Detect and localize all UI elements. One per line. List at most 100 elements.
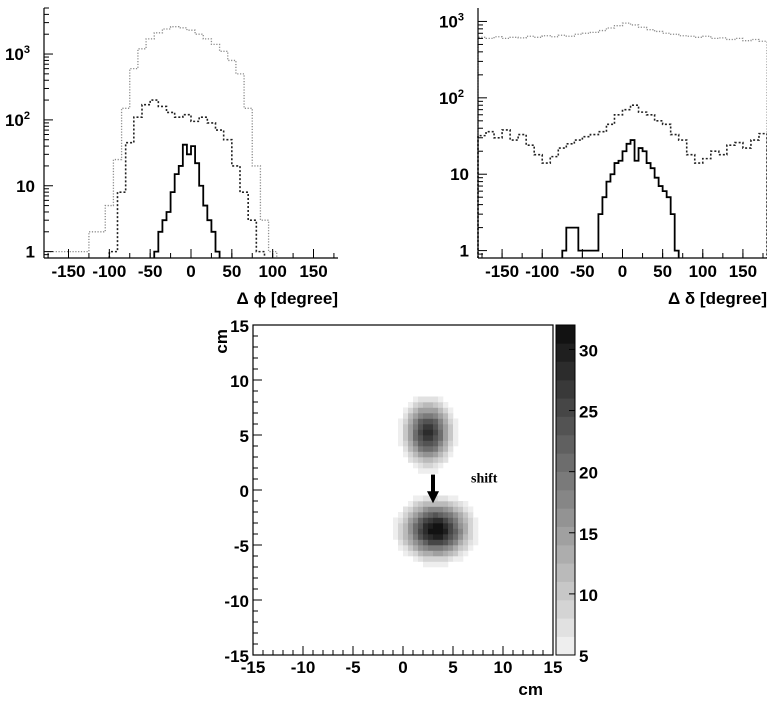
heat-cell [468,528,474,535]
heat-cell [448,440,454,447]
heat-cell [433,429,439,436]
heat-cell [413,462,419,469]
heat-cell [408,528,414,535]
heat-cell [458,534,464,540]
heat-cell [468,523,474,529]
shift-annotation: shift [471,471,498,486]
delta-y-tick-label: 102 [439,88,464,108]
heat-cell [413,424,419,430]
heat-cell [403,440,409,447]
heat-cell [438,424,444,430]
heat-cell [403,446,409,452]
heat-cell [413,528,419,535]
heat-cell [428,462,434,469]
delta-x-tick-label: -150 [485,262,519,281]
heat-cell [473,534,479,540]
heat-cell [443,424,449,430]
position-heatmap-panel: -15 -10 -5 0 5 10 15-15-10-5051015cmcm51015202… [212,317,598,699]
heat-cell [438,501,444,507]
heat-cell [433,402,439,408]
heat-cell [403,528,409,535]
delta-x-tick-label: 50 [653,262,672,281]
heat-cell [448,424,454,430]
heat-cell [418,457,424,463]
heat-cell [463,501,469,507]
colorbar-tick-label: 25 [579,403,598,422]
colorbar-band [556,563,575,582]
heat-cell [468,517,474,524]
heat-cell [433,440,439,447]
heat-cell [398,429,404,436]
heat-cell [463,528,469,535]
heat-cell [433,545,439,551]
heat-cell [428,435,434,441]
heat-cell [418,462,424,469]
heat-cell [408,512,414,518]
colorbar-band [556,361,575,381]
heat-cell [428,429,434,436]
heat-cell [448,407,454,414]
heat-cell [438,396,444,403]
heat-cell [458,539,464,546]
heat-cell [428,550,434,557]
heat-cell [433,506,439,513]
heat-cell [428,556,434,562]
heat-cell [418,523,424,529]
heat-cell [443,440,449,447]
heat-cell [438,457,444,463]
heat-cell [428,506,434,513]
heat-cell [413,534,419,540]
heat-cell [403,424,409,430]
heat-cell [413,402,419,408]
heat-cell [393,517,399,524]
heat-cell [468,545,474,551]
colorbar-band [556,416,575,436]
heat-cell [458,523,464,529]
heat-cell [443,413,449,419]
delta-histogram-panel: -150 -100 -50 0 50 100 150 1 10 102 103 Δ δ [degree… [439,8,767,308]
phi-x-tick-label: 50 [222,262,241,281]
colorbar-band [556,398,575,417]
heat-cell [443,506,449,513]
heat-cell [423,550,429,557]
heatmap-x-tick-label: 15 [544,658,563,677]
heat-cell [443,457,449,463]
heat-cell [403,512,409,518]
heat-cell [433,413,439,419]
heat-cell [423,528,429,535]
delta-y-tick-label: 10 [450,165,469,184]
heat-cell [468,506,474,513]
heat-cell [418,539,424,546]
phi-x-axis-title: Δ ϕ [degree] [237,289,338,308]
heat-cell [458,545,464,551]
heat-cell [438,506,444,513]
heat-cell [448,528,454,535]
heat-cell [408,418,414,425]
heat-cell [438,402,444,408]
heat-cell [473,523,479,529]
heat-cell [418,435,424,441]
heat-cell [393,523,399,529]
delta-y-tick-label: 1 [460,242,469,261]
heat-cell [413,512,419,518]
heat-cell [413,435,419,441]
heat-cell [438,413,444,419]
heat-cell [428,446,434,452]
heat-cell [423,396,429,403]
delta-y-tick-label: 103 [439,11,464,31]
heat-cell [453,495,459,502]
heat-cell [413,550,419,557]
heat-cell [443,534,449,540]
phi-y-tick-label: 102 [5,110,30,130]
heatmap-x-tick-label: -5 [345,658,360,677]
heat-cell [423,495,429,502]
heat-cell [398,418,404,425]
heat-cell [443,451,449,458]
colorbar-frame [555,324,576,656]
colorbar-band [556,618,575,637]
heat-cell [423,468,429,474]
heat-cell [443,550,449,557]
heat-cell [468,534,474,540]
heat-cell [418,446,424,452]
